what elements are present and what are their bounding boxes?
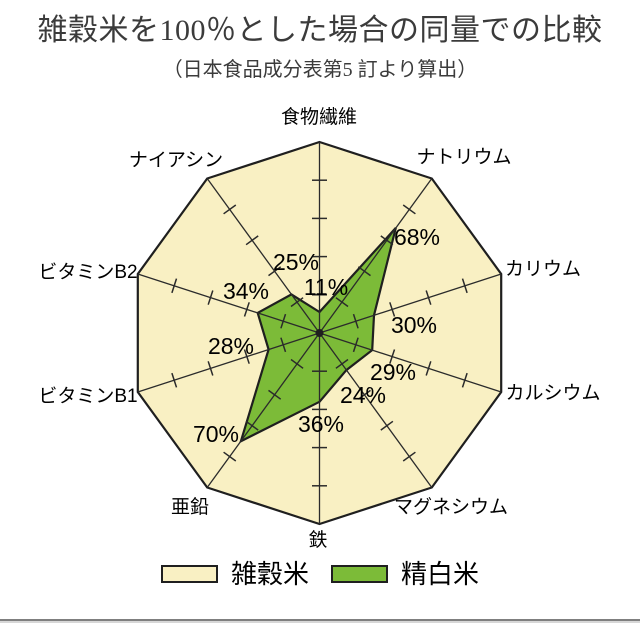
tick-mark <box>243 302 250 317</box>
tick-mark <box>207 361 214 376</box>
tick-mark <box>389 302 396 317</box>
tick-mark <box>171 372 178 388</box>
tick-mark <box>461 372 468 388</box>
value-label-7: 28% <box>208 333 254 359</box>
legend-swatch-seihakumai <box>331 565 388 583</box>
axis-line-8 <box>137 273 320 334</box>
axis-line-1 <box>318 178 433 334</box>
legend-label-zakkokumai: 雑穀米 <box>230 559 309 589</box>
tick-mark <box>357 266 371 277</box>
legend: 雑穀米 精白米 <box>0 558 640 590</box>
value-label-0: 11% <box>304 274 348 300</box>
category-label-1: ナトリウム <box>416 147 511 168</box>
tick-mark <box>402 451 416 462</box>
tick-mark <box>380 420 394 431</box>
tick-mark <box>268 266 282 277</box>
tick-mark <box>268 389 282 400</box>
tick-mark <box>389 349 396 364</box>
category-label-6: 亜鉛 <box>171 496 209 518</box>
value-label-9: 25% <box>273 249 319 275</box>
value-label-1: 68% <box>394 224 440 250</box>
tick-mark <box>223 204 237 215</box>
legend-swatch-zakkokumai <box>160 565 218 583</box>
category-label-9: ナイアシン <box>129 150 223 171</box>
page-subtitle: （日本食品成分表第5 訂より算出） <box>162 59 478 81</box>
axis-line-9 <box>206 178 321 334</box>
tick-mark <box>357 389 371 400</box>
tick-mark <box>425 361 432 376</box>
category-label-8: ビタミンB2 <box>38 261 137 283</box>
axis-line-6 <box>206 332 321 488</box>
category-label-4: マグネシウム <box>394 496 508 518</box>
tick-mark <box>290 297 304 308</box>
category-label-0: 食物繊維 <box>281 106 357 128</box>
value-label-6: 70% <box>193 421 239 447</box>
tick-mark <box>243 349 250 364</box>
tick-mark <box>380 235 394 246</box>
page-title: 雑穀米を100％とした場合の同量での比較 <box>37 14 603 47</box>
tick-mark <box>171 278 178 294</box>
tick-mark <box>425 290 432 305</box>
tick-mark <box>207 290 214 305</box>
value-label-2: 30% <box>391 312 437 338</box>
tick-mark <box>402 204 416 215</box>
chart-center-dot <box>315 329 324 337</box>
tick-mark <box>280 313 287 329</box>
category-label-2: カリウム <box>505 259 581 280</box>
value-label-3: 29% <box>370 359 416 385</box>
category-label-3: カルシウム <box>505 383 600 404</box>
tick-mark <box>352 313 359 329</box>
axis-line-7 <box>137 332 320 393</box>
tick-mark <box>335 358 349 369</box>
tick-mark <box>352 337 359 353</box>
category-label-7: ビタミンB1 <box>38 385 137 407</box>
axis-line-2 <box>319 273 502 334</box>
bottom-divider <box>0 619 640 623</box>
tick-mark <box>245 420 259 431</box>
tick-mark <box>335 297 349 308</box>
category-label-5: 鉄 <box>308 529 327 551</box>
tick-mark <box>223 451 237 462</box>
tick-mark <box>290 358 304 369</box>
axis-line-4 <box>318 332 433 488</box>
value-label-8: 34% <box>223 278 269 304</box>
value-label-4: 24% <box>340 382 386 408</box>
tick-mark <box>280 337 287 353</box>
tick-mark <box>245 235 259 246</box>
value-label-5: 36% <box>298 411 344 437</box>
legend-label-seihakumai: 精白米 <box>401 559 480 589</box>
tick-mark <box>461 278 468 294</box>
axis-line-3 <box>319 332 502 393</box>
